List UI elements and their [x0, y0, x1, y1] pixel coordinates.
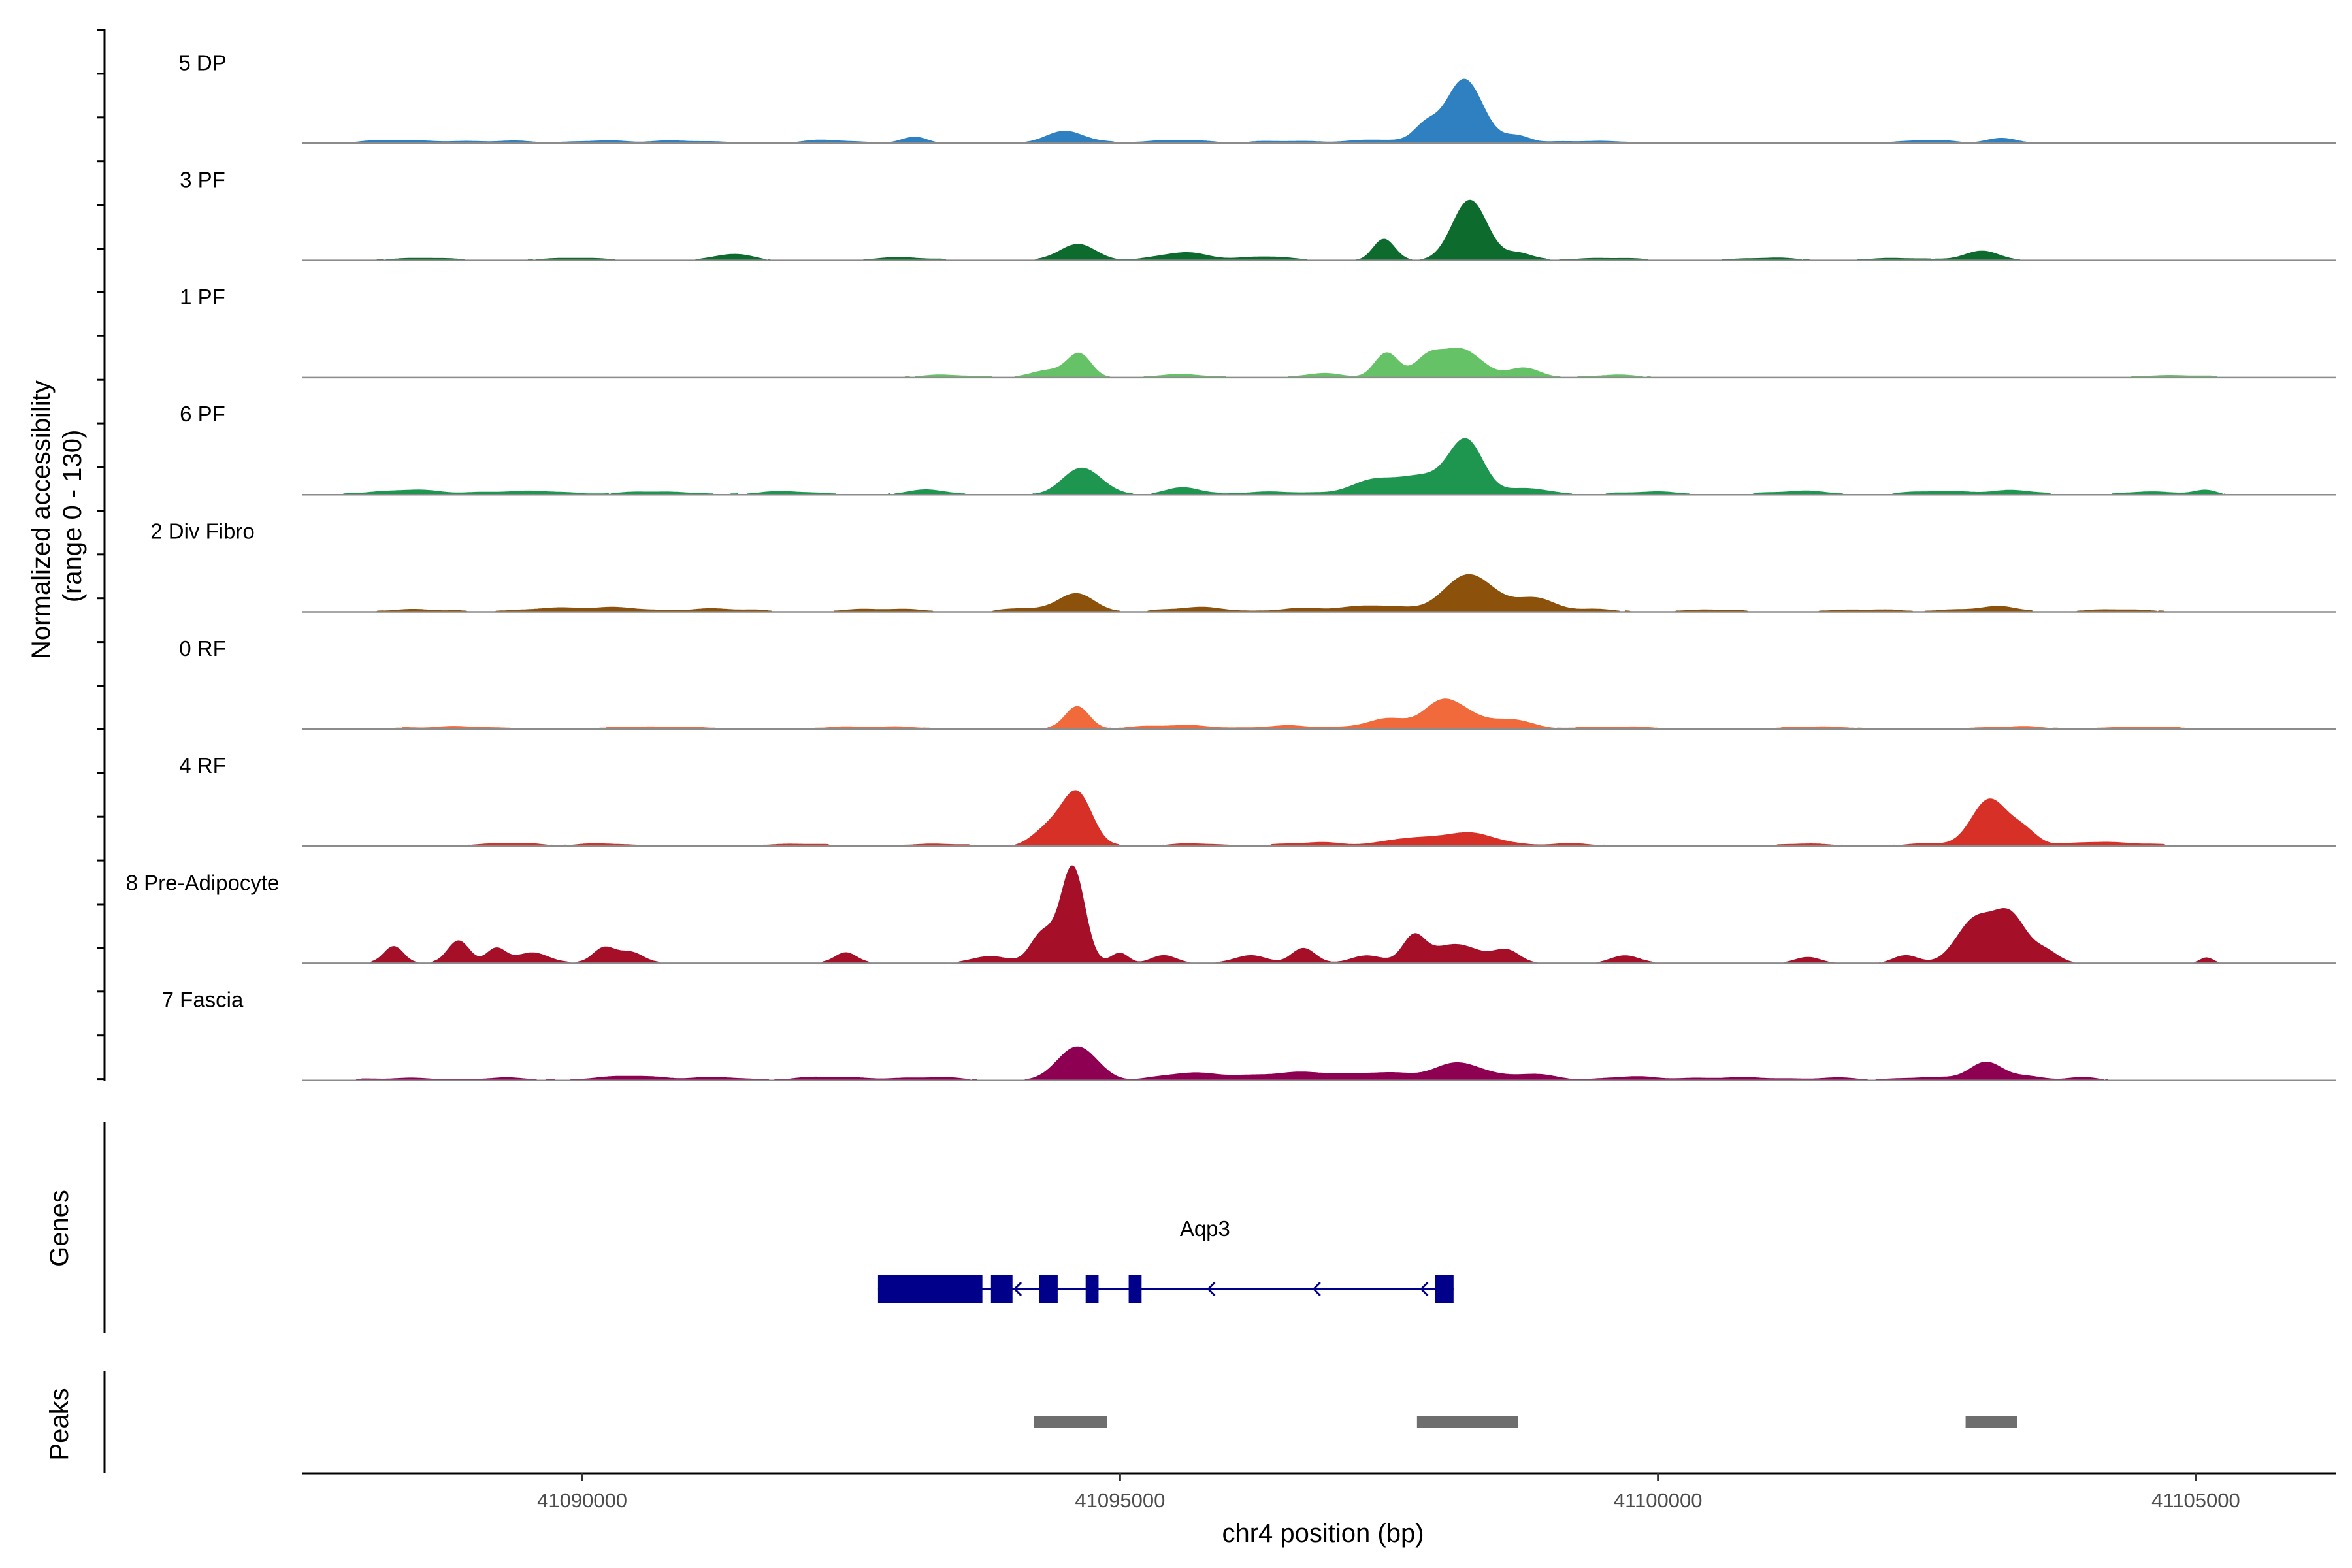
gene-exon [1085, 1275, 1099, 1303]
strand-arrow-icon [1207, 1281, 1216, 1297]
genes-track-label: Genes [45, 1190, 74, 1267]
track-label: 3 PF [180, 168, 225, 192]
track-label: 1 PF [180, 285, 225, 309]
track-3-pf: 3 PF [180, 168, 2336, 261]
coverage-area [302, 438, 2336, 495]
gene-name: Aqp3 [1180, 1217, 1230, 1241]
y-axis-label: Normalized accessibility (range 0 - 130) [27, 373, 87, 659]
gene-track: Aqp3 [877, 1217, 1454, 1303]
coverage-area [302, 574, 2336, 613]
track-8-pre-adipocyte: 8 Pre-Adipocyte [126, 865, 2336, 964]
gene-exon [1039, 1275, 1058, 1303]
track-5-dp: 5 DP [178, 50, 2336, 144]
y-axis-label-line-2: (range 0 - 130) [58, 430, 87, 603]
track-7-fascia: 7 Fascia [162, 988, 2336, 1081]
coverage-area [302, 1046, 2336, 1081]
x-tick-label: 41100000 [1614, 1489, 1703, 1512]
track-4-rf: 4 RF [179, 753, 2336, 847]
coverage-area [302, 698, 2336, 730]
coverage-tracks: 5 DP 3 PF 1 PF 6 PF 2 Div Fibro 0 RF 4 RF 8 Pre… [126, 50, 2336, 1081]
track-label: 5 DP [178, 50, 226, 74]
coverage-area [302, 199, 2336, 261]
x-axis: 41090000 41095000 41100000 41105000 [302, 1472, 2336, 1512]
strand-arrow-icon [1312, 1281, 1321, 1297]
track-label: 0 RF [179, 636, 226, 661]
peak-region [1416, 1416, 1518, 1428]
track-label: 2 Div Fibro [150, 519, 255, 544]
gene-exon [990, 1275, 1013, 1303]
coverage-area [302, 78, 2336, 144]
gene-aqp3[interactable]: Aqp3 [877, 1217, 1454, 1303]
x-tick-label: 41105000 [2151, 1489, 2240, 1512]
left-axes [97, 29, 106, 1473]
x-tick-label: 41095000 [1075, 1489, 1165, 1512]
track-0-rf: 0 RF [179, 636, 2336, 730]
x-tick-label: 41090000 [537, 1489, 627, 1512]
gene-exon [1435, 1275, 1454, 1303]
track-label: 8 Pre-Adipocyte [126, 870, 280, 894]
strand-arrow-icon [1420, 1281, 1429, 1297]
x-axis-label: chr4 position (bp) [1222, 1519, 1424, 1548]
track-label: 6 PF [180, 402, 225, 426]
gene-exon [877, 1275, 983, 1303]
peak-region [1965, 1416, 2017, 1428]
strand-arrow-icon [1013, 1281, 1022, 1297]
coverage-area [302, 865, 2336, 964]
coverage-area [302, 790, 2336, 847]
track-label: 4 RF [179, 753, 226, 777]
track-6-pf: 6 PF [180, 402, 2336, 496]
coverage-area [302, 348, 2336, 378]
track-1-pf: 1 PF [180, 285, 2336, 379]
track-label: 7 Fascia [162, 988, 244, 1012]
peaks-track-label: Peaks [45, 1388, 74, 1460]
track-2-div-fibro: 2 Div Fibro [150, 519, 2336, 613]
peak-region [1034, 1416, 1107, 1428]
peaks-track [1034, 1416, 2017, 1428]
y-axis-label-line-1: Normalized accessibility [27, 380, 56, 659]
gene-exon [1128, 1275, 1142, 1303]
